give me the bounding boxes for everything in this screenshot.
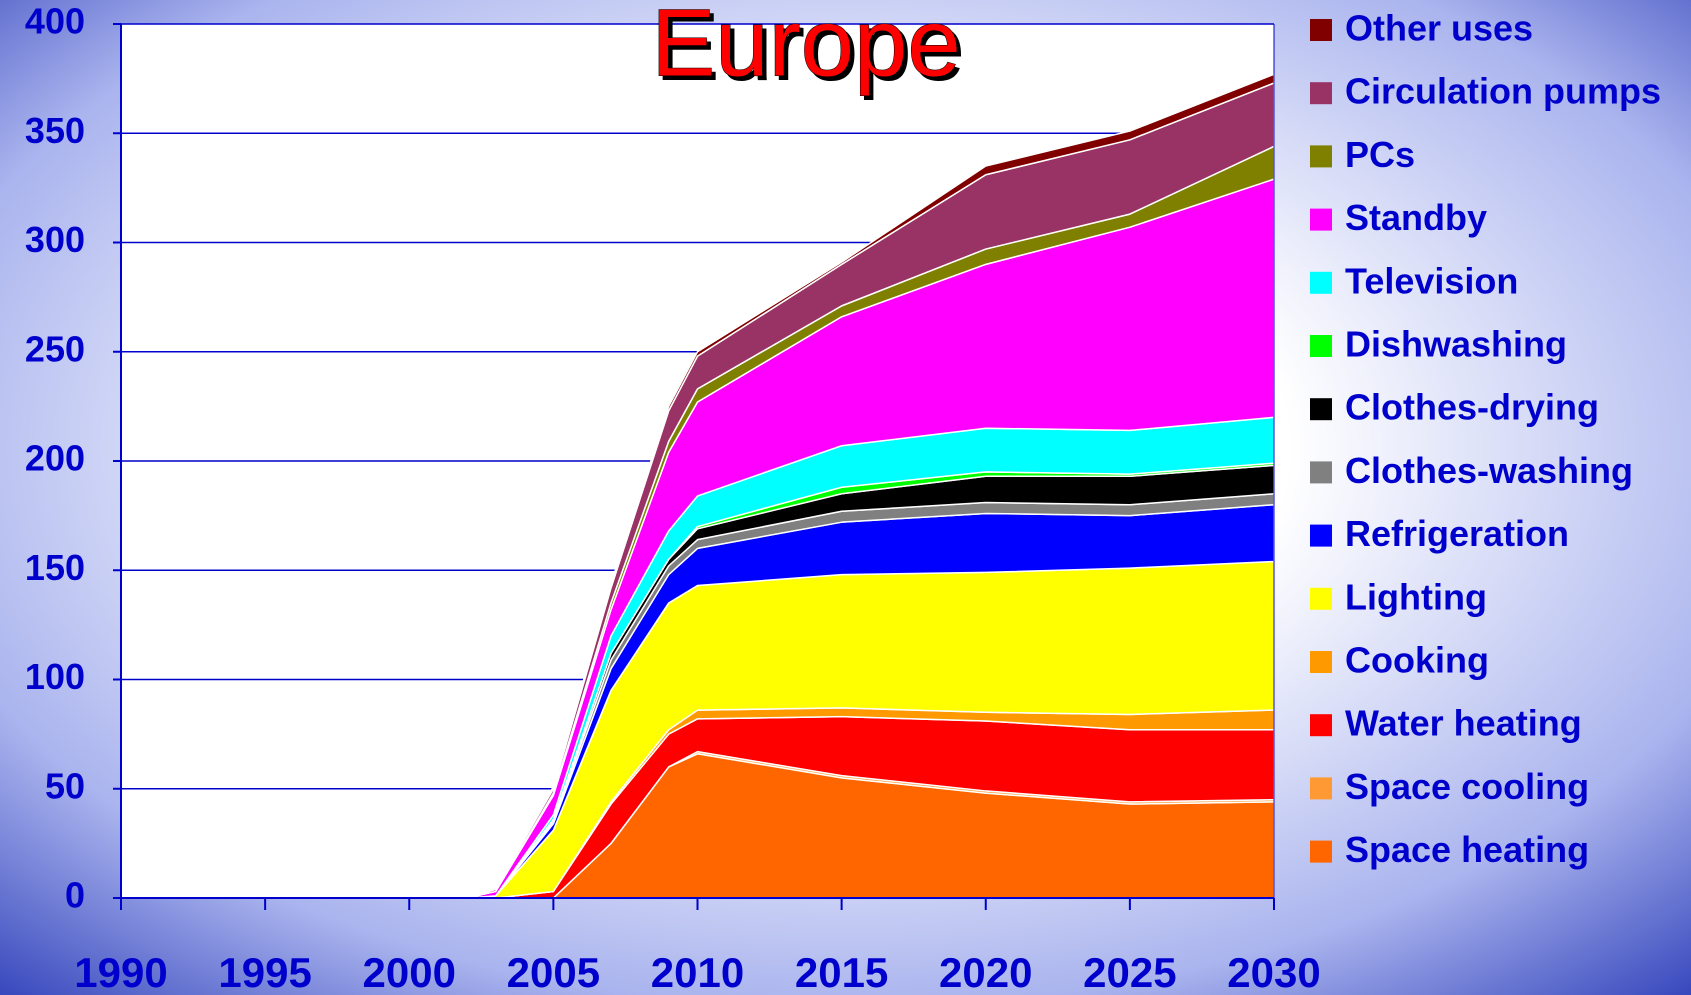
legend-swatch (1310, 587, 1332, 610)
legend-label: PCs (1345, 134, 1415, 175)
x-tick-label: 2000 (363, 949, 456, 995)
legend-label: Clothes-drying (1345, 387, 1599, 428)
legend-swatch (1310, 714, 1332, 737)
y-tick-label: 50 (45, 765, 85, 806)
legend-label: Space cooling (1345, 766, 1589, 807)
legend-swatch (1310, 840, 1332, 863)
axes: 0 50 100 150 200 250 300 350 400 1990 1995 2000 2005… (25, 1, 1321, 995)
y-tick-label: 150 (25, 547, 85, 588)
y-tick-label: 350 (25, 110, 85, 151)
y-tick-label: 200 (25, 438, 85, 479)
legend-swatch (1310, 777, 1332, 800)
legend-label: Lighting (1345, 576, 1487, 617)
legend-label: Dishwashing (1345, 324, 1567, 365)
legend-label: Circulation pumps (1345, 71, 1661, 112)
legend-swatch (1310, 461, 1332, 484)
legend-swatch (1310, 398, 1332, 421)
legend-label: Clothes-washing (1345, 450, 1633, 491)
x-tick-label: 2020 (939, 949, 1032, 995)
y-tick-label: 0 (65, 875, 85, 916)
legend-label: Cooking (1345, 640, 1489, 681)
legend-label: Water heating (1345, 703, 1582, 744)
legend-label: Standby (1345, 197, 1487, 238)
y-tick-label: 100 (25, 656, 85, 697)
legend: Other uses Circulation pumps PCs Standby Tel… (1310, 8, 1661, 870)
x-tick-label: 2010 (651, 949, 744, 995)
legend-swatch (1310, 19, 1332, 41)
y-tick-label: 250 (25, 328, 85, 369)
legend-label: Space heating (1345, 829, 1589, 870)
legend-swatch (1310, 145, 1332, 168)
chart-title: Europe (651, 0, 961, 96)
x-tick-label: 2015 (795, 949, 888, 995)
legend-label: Refrigeration (1345, 513, 1569, 554)
legend-swatch (1310, 524, 1332, 547)
legend-swatch (1310, 271, 1332, 294)
x-tick-label: 1990 (74, 949, 167, 995)
y-tick-label: 400 (25, 1, 85, 42)
legend-swatch (1310, 82, 1332, 105)
x-tick-label: 2025 (1083, 949, 1176, 995)
legend-swatch (1310, 208, 1332, 231)
legend-swatch (1310, 335, 1332, 357)
y-tick-label: 300 (25, 219, 85, 260)
x-tick-label: 1995 (218, 949, 311, 995)
x-tick-label: 2030 (1227, 949, 1320, 995)
legend-label: Other uses (1345, 8, 1533, 49)
legend-label: Television (1345, 260, 1518, 301)
x-tick-label: 2005 (507, 949, 600, 995)
legend-swatch (1310, 651, 1332, 673)
